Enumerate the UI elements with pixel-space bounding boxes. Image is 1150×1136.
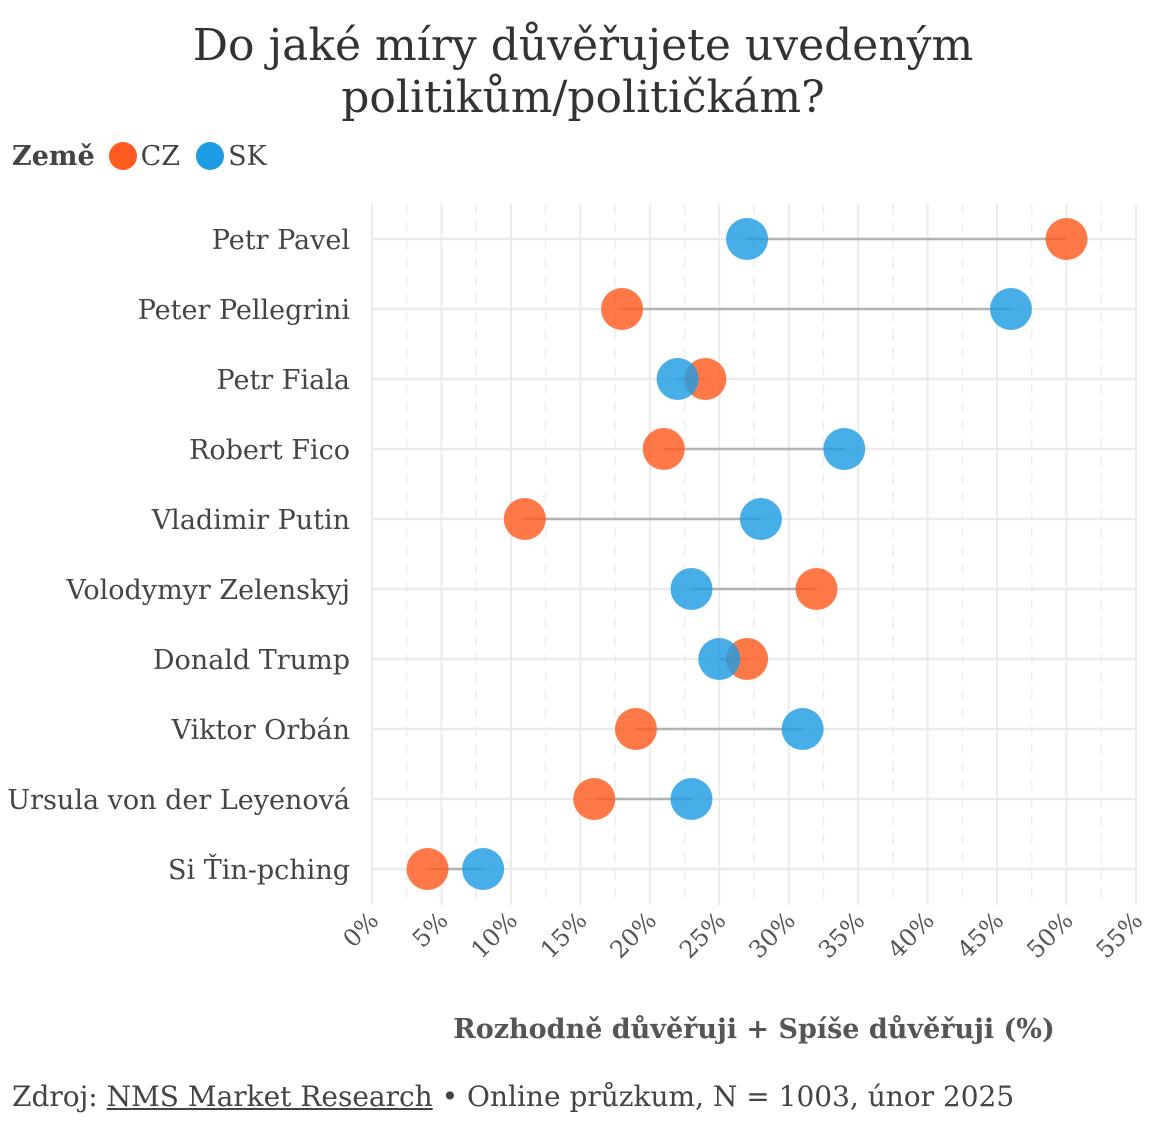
point-cz [614, 708, 657, 750]
y-tick-label: Robert Fico [189, 435, 350, 466]
x-tick-label: 0% [338, 906, 385, 953]
point-cz [503, 498, 546, 540]
point-cz [573, 778, 616, 820]
point-cz [406, 848, 449, 890]
x-tick-label: 50% [1021, 906, 1079, 964]
legend: Země CZ SK [12, 138, 283, 174]
point-sk [670, 568, 713, 610]
source-prefix: Zdroj: [12, 1080, 107, 1113]
point-sk [989, 288, 1032, 330]
point-cz [1045, 218, 1088, 260]
source-suffix: • Online průzkum, N = 1003, únor 2025 [432, 1080, 1015, 1113]
point-sk [698, 638, 741, 680]
legend-label-sk: SK [228, 140, 267, 172]
y-tick-label: Petr Fiala [217, 365, 350, 396]
y-tick-label: Ursula von der Leyenová [7, 785, 350, 816]
point-sk [656, 358, 699, 400]
y-tick-label: Volodymyr Zelenskyj [65, 575, 350, 606]
source-note: Zdroj: NMS Market Research • Online průz… [12, 1080, 1014, 1113]
y-tick-label: Petr Pavel [212, 225, 350, 256]
dumbbell-chart: Petr Pavel Peter Pellegrini Petr Fiala Robe… [7, 204, 1149, 964]
legend-item-cz: CZ [108, 140, 181, 172]
legend-swatch-cz [108, 142, 137, 170]
y-tick-label: Donald Trump [153, 645, 350, 676]
point-sk [462, 848, 505, 890]
x-tick-label: 30% [743, 906, 801, 964]
y-tick-label: Si Ťin-pching [168, 853, 350, 886]
point-sk [726, 218, 769, 260]
x-tick-label: 35% [813, 906, 871, 964]
x-tick-label: 25% [674, 906, 732, 964]
x-tick-label: 55% [1091, 906, 1149, 964]
x-axis-title: Rozhodně důvěřuji + Spíše důvěřuji (%) [453, 1014, 1055, 1045]
y-tick-label: Vladimir Putin [151, 505, 350, 536]
point-sk [739, 498, 782, 540]
x-tick-label: 10% [466, 906, 524, 964]
x-tick-label: 15% [535, 906, 593, 964]
point-cz [795, 568, 838, 610]
chart-title: Do jaké míry důvěřujete uvedeným politik… [0, 20, 1150, 124]
x-tick-label: 40% [882, 906, 940, 964]
point-sk [781, 708, 824, 750]
legend-swatch-sk [196, 142, 225, 170]
point-sk [670, 778, 713, 820]
y-tick-label: Peter Pellegrini [138, 295, 351, 326]
x-tick-label: 5% [407, 906, 454, 953]
legend-title: Země [12, 140, 95, 172]
point-cz [601, 288, 644, 330]
legend-label-cz: CZ [140, 140, 181, 172]
chart-title-line-2: politikům/političkám? [341, 72, 825, 123]
legend-item-sk: SK [196, 141, 267, 172]
point-cz [642, 428, 685, 470]
x-tick-label: 20% [605, 906, 663, 964]
x-tick-label: 45% [952, 906, 1010, 964]
chart-title-line-1: Do jaké míry důvěřujete uvedeným [192, 20, 974, 71]
source-link[interactable]: NMS Market Research [106, 1080, 433, 1113]
y-tick-label: Viktor Orbán [171, 715, 350, 746]
point-sk [823, 428, 866, 470]
